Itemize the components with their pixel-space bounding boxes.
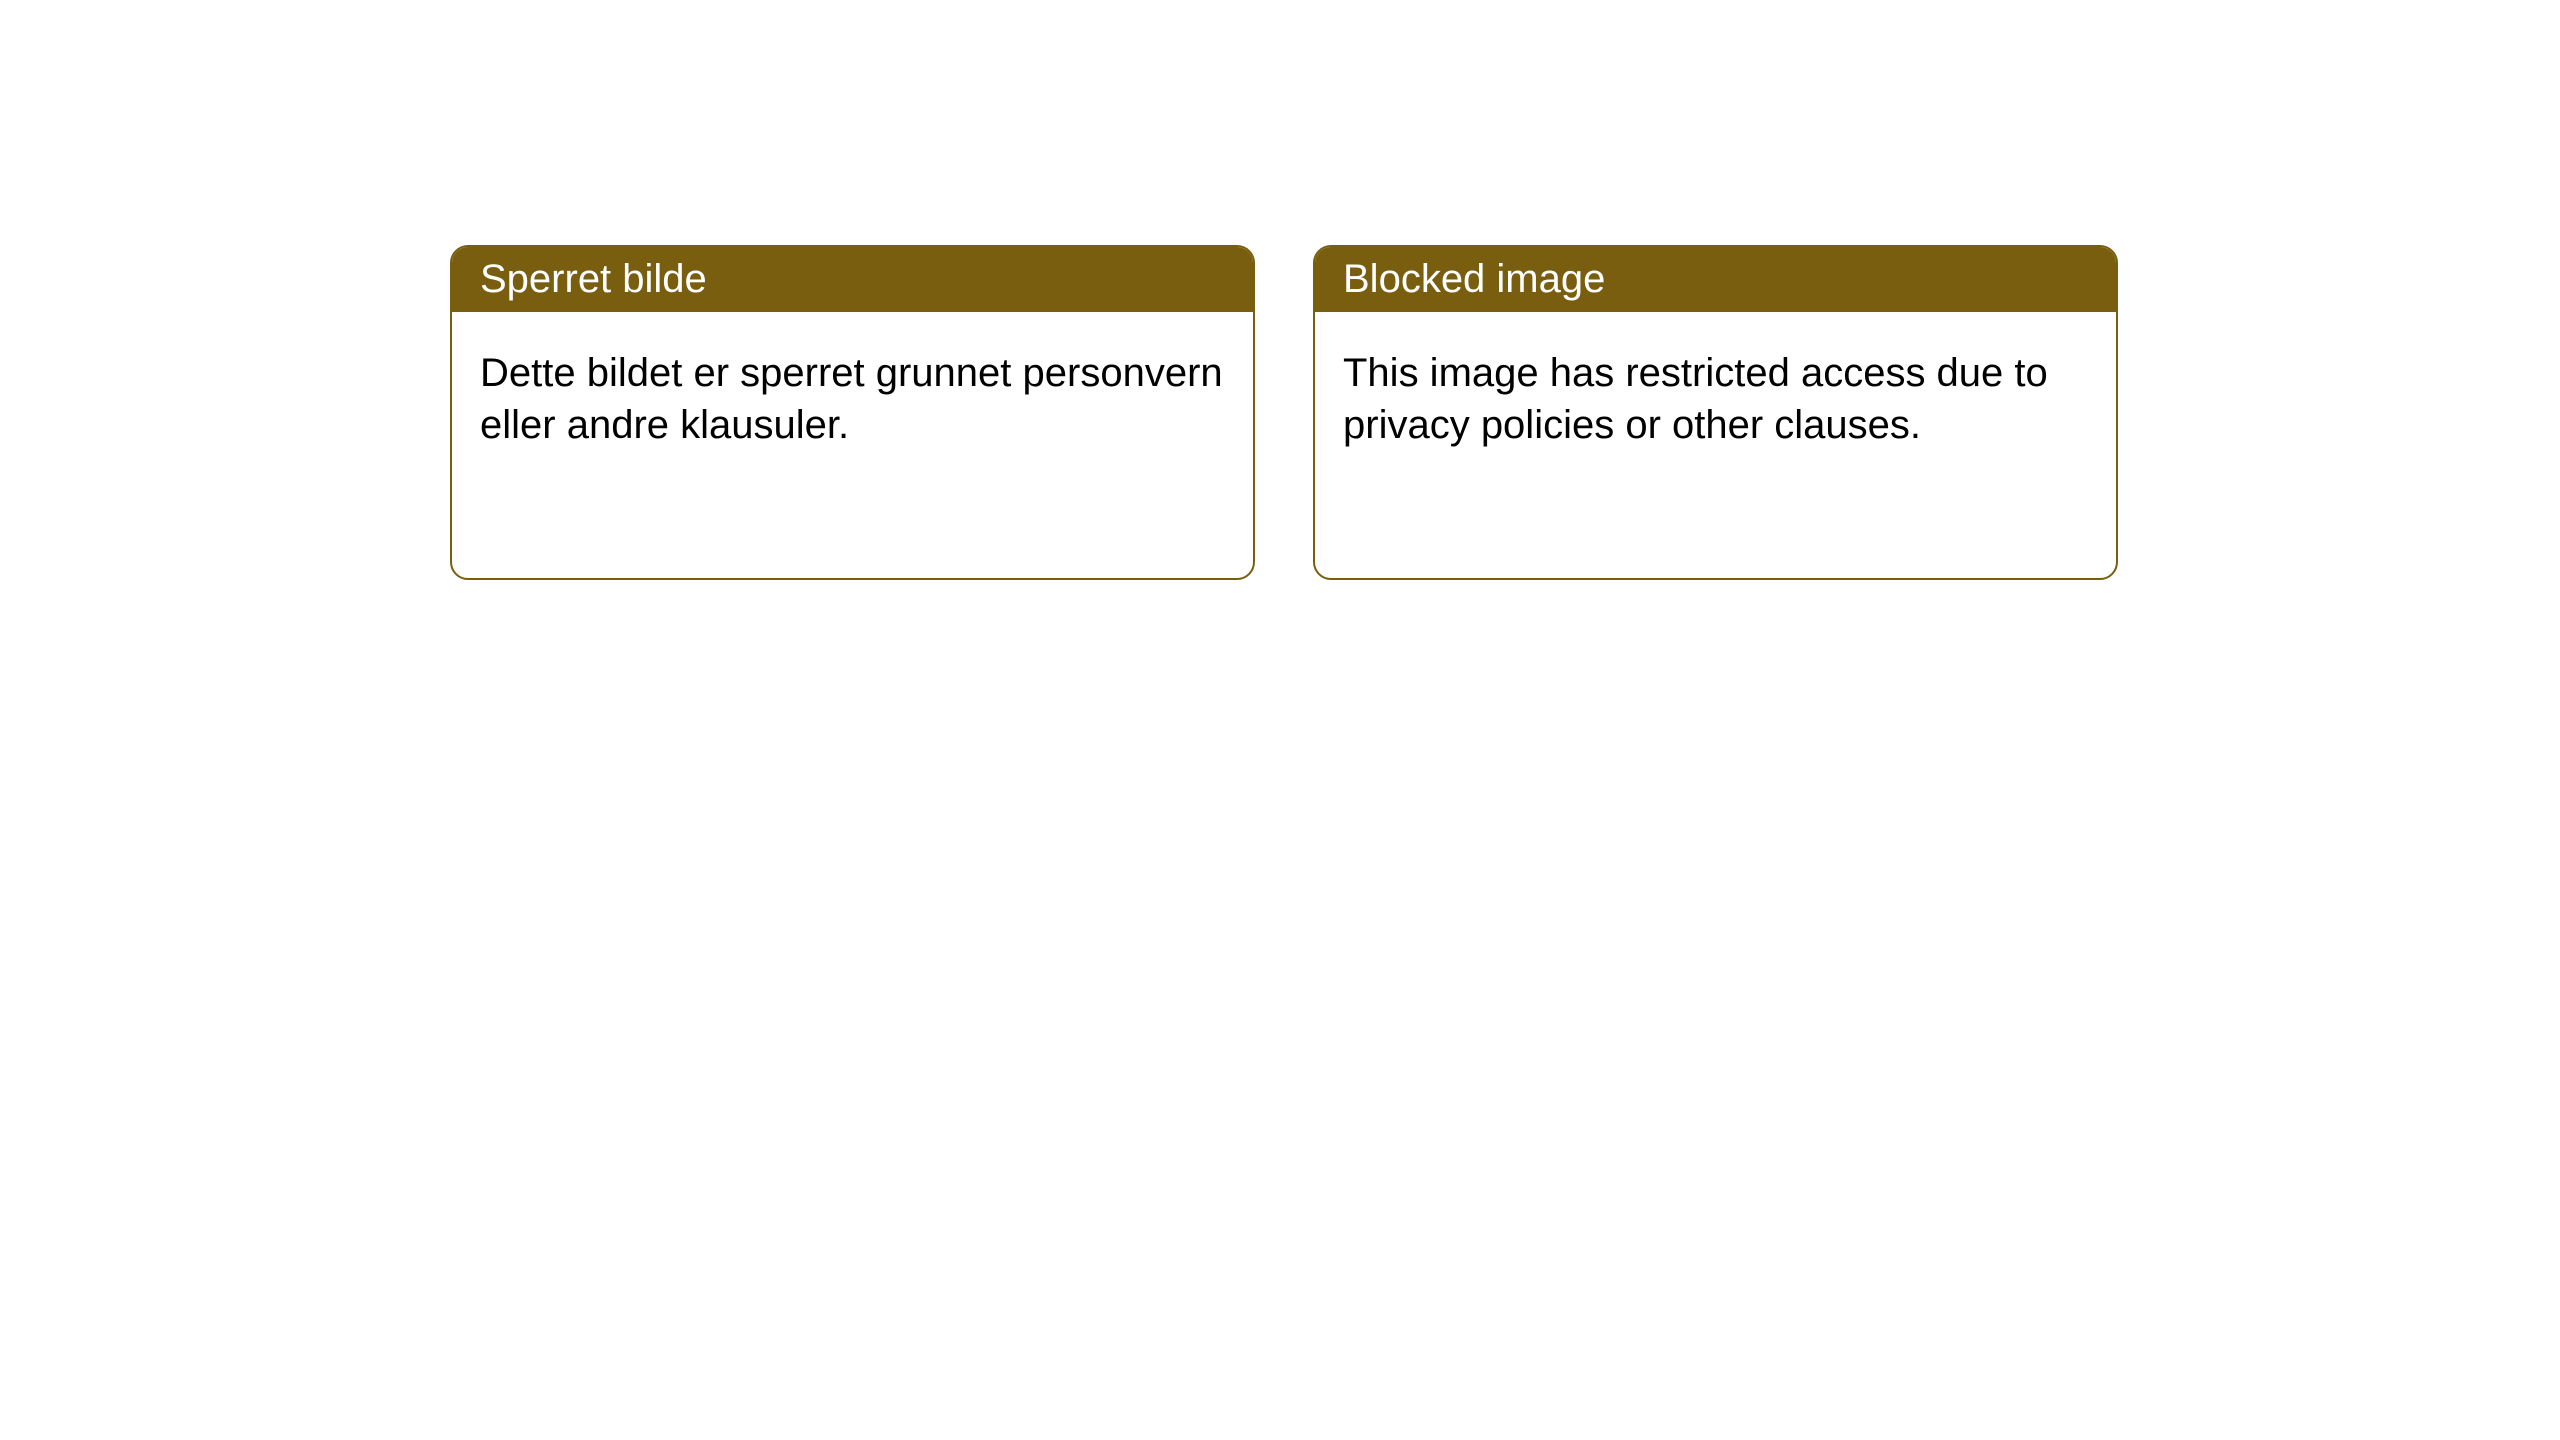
card-header: Blocked image — [1315, 247, 2116, 312]
blocked-image-card-en: Blocked image This image has restricted … — [1313, 245, 2118, 580]
card-body: This image has restricted access due to … — [1315, 312, 2116, 486]
card-title: Sperret bilde — [480, 257, 707, 301]
card-body-text: Dette bildet er sperret grunnet personve… — [480, 351, 1223, 447]
card-body: Dette bildet er sperret grunnet personve… — [452, 312, 1253, 486]
notice-container: Sperret bilde Dette bildet er sperret gr… — [0, 0, 2560, 580]
card-header: Sperret bilde — [452, 247, 1253, 312]
card-title: Blocked image — [1343, 257, 1605, 301]
blocked-image-card-no: Sperret bilde Dette bildet er sperret gr… — [450, 245, 1255, 580]
card-body-text: This image has restricted access due to … — [1343, 351, 2048, 447]
